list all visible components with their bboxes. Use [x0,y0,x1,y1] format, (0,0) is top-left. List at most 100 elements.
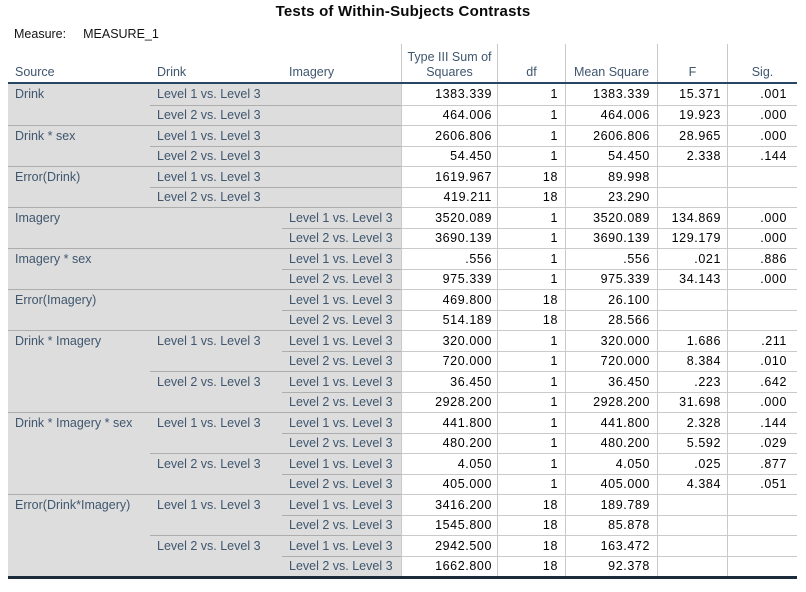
df-cell: 1 [497,84,565,105]
df-cell: 18 [497,166,565,187]
source-label-cell [8,145,150,166]
drink-label-cell [150,555,282,576]
drink-label-cell [150,268,282,289]
source-label-cell: Imagery [8,207,150,228]
column-header-df: df [497,44,565,82]
source-label-cell [8,227,150,248]
drink-label-cell [150,289,282,310]
imagery-label-cell [282,145,401,166]
source-label-cell [8,309,150,330]
table-row: Level 2 vs. Level 3 514.189 18 28.566 [8,309,797,330]
source-label-cell [8,453,150,474]
f-value-cell: 134.869 [657,207,727,228]
table-header-row: Source Drink Imagery Type III Sum of Squ… [8,44,797,84]
imagery-label-cell: Level 2 vs. Level 3 [282,432,401,453]
table-row: Level 2 vs. Level 3 54.450 1 54.450 2.33… [8,145,797,166]
source-label-cell [8,186,150,207]
table-row: Drink * sex Level 1 vs. Level 3 2606.806… [8,125,797,146]
mean-square-cell: 1383.339 [565,84,657,105]
table-body: Drink Level 1 vs. Level 3 1383.339 1 138… [8,84,797,579]
mean-square-cell: 441.800 [565,412,657,433]
table-row: Level 2 vs. Level 3 2928.200 1 2928.200 … [8,391,797,412]
table-row: Drink * Imagery * sex Level 1 vs. Level … [8,412,797,433]
df-cell: 1 [497,432,565,453]
within-subjects-contrasts-table[interactable]: Source Drink Imagery Type III Sum of Squ… [8,44,797,579]
drink-label-cell: Level 1 vs. Level 3 [150,330,282,351]
table-row: Level 2 vs. Level 3 480.200 1 480.200 5.… [8,432,797,453]
imagery-label-cell [282,166,401,187]
table-row: Error(Imagery) Level 1 vs. Level 3 469.8… [8,289,797,310]
mean-square-cell: 23.290 [565,186,657,207]
drink-label-cell: Level 2 vs. Level 3 [150,104,282,125]
sig-value-cell [727,494,797,515]
table-row: Drink Level 1 vs. Level 3 1383.339 1 138… [8,84,797,105]
sig-value-cell: .886 [727,248,797,269]
sum-of-squares-cell: 469.800 [401,289,497,310]
df-cell: 1 [497,104,565,125]
df-cell: 1 [497,350,565,371]
f-value-cell [657,535,727,556]
sum-of-squares-cell: 2942.500 [401,535,497,556]
imagery-label-cell [282,104,401,125]
table-row: Level 2 vs. Level 3 1662.800 18 92.378 [8,555,797,576]
df-cell: 1 [497,453,565,474]
sum-of-squares-cell: 2928.200 [401,391,497,412]
source-label-cell [8,268,150,289]
imagery-label-cell: Level 2 vs. Level 3 [282,391,401,412]
sig-value-cell: .000 [727,268,797,289]
f-value-cell: 31.698 [657,391,727,412]
df-cell: 1 [497,207,565,228]
column-header-mean-square: Mean Square [565,44,657,82]
imagery-label-cell: Level 2 vs. Level 3 [282,227,401,248]
mean-square-cell: .556 [565,248,657,269]
drink-label-cell [150,309,282,330]
sum-of-squares-cell: 419.211 [401,186,497,207]
mean-square-cell: 26.100 [565,289,657,310]
sum-of-squares-cell: 2606.806 [401,125,497,146]
sig-value-cell [727,186,797,207]
table-row: Imagery Level 1 vs. Level 3 3520.089 1 3… [8,207,797,228]
mean-square-cell: 163.472 [565,535,657,556]
df-cell: 18 [497,494,565,515]
drink-label-cell: Level 1 vs. Level 3 [150,494,282,515]
table-row: Level 2 vs. Level 3 975.339 1 975.339 34… [8,268,797,289]
mean-square-cell: 3690.139 [565,227,657,248]
source-label-cell: Error(Imagery) [8,289,150,310]
table-row: Level 2 vs. Level 3 3690.139 1 3690.139 … [8,227,797,248]
table-row: Level 2 vs. Level 3 720.000 1 720.000 8.… [8,350,797,371]
sig-value-cell: .211 [727,330,797,351]
sig-value-cell: .000 [727,125,797,146]
column-header-drink: Drink [157,65,187,79]
table-title: Tests of Within-Subjects Contrasts [275,3,531,20]
imagery-label-cell: Level 1 vs. Level 3 [282,371,401,392]
imagery-label-cell [282,186,401,207]
table-row: Level 2 vs. Level 3 Level 1 vs. Level 3 … [8,535,797,556]
source-label-cell [8,104,150,125]
column-header-f: F [657,44,727,82]
imagery-label-cell [282,125,401,146]
measure-label: Measure: [14,27,67,41]
drink-label-cell: Level 2 vs. Level 3 [150,453,282,474]
source-label-cell [8,473,150,494]
f-value-cell: 34.143 [657,268,727,289]
sig-value-cell: .000 [727,227,797,248]
mean-square-cell: 3520.089 [565,207,657,228]
drink-label-cell: Level 2 vs. Level 3 [150,145,282,166]
drink-label-cell [150,514,282,535]
sig-value-cell: .000 [727,104,797,125]
sum-of-squares-cell: 3416.200 [401,494,497,515]
table-row: Error(Drink*Imagery) Level 1 vs. Level 3… [8,494,797,515]
sig-value-cell: .000 [727,207,797,228]
drink-label-cell [150,227,282,248]
sum-of-squares-cell: 3690.139 [401,227,497,248]
source-label-cell [8,350,150,371]
source-label-cell: Drink * sex [8,125,150,146]
imagery-label-cell: Level 2 vs. Level 3 [282,514,401,535]
drink-label-cell [150,432,282,453]
mean-square-cell: 85.878 [565,514,657,535]
f-value-cell: 2.338 [657,145,727,166]
sum-of-squares-cell: 54.450 [401,145,497,166]
sum-of-squares-cell: 975.339 [401,268,497,289]
sig-value-cell [727,166,797,187]
df-cell: 1 [497,248,565,269]
